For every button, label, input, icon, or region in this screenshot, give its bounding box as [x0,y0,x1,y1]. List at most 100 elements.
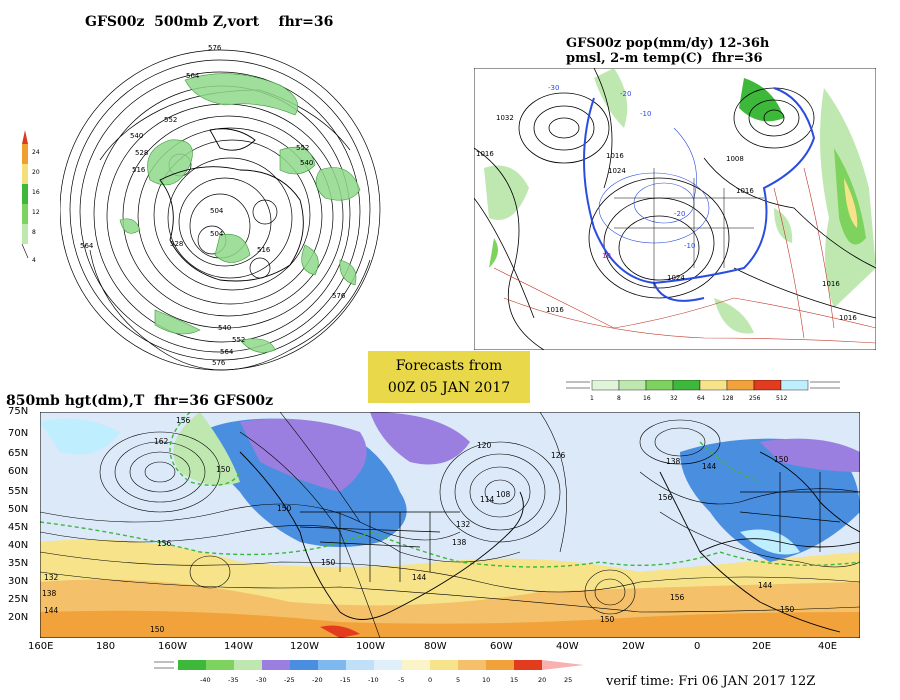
temp-legend-label: -40 [200,676,211,684]
isobar-label: 1016 [546,306,564,314]
hgt-label: 150 [600,615,615,624]
lon-label: 0 [694,641,701,652]
isobar-label: 1016 [606,152,624,160]
temp-label: 10 [602,252,611,260]
isobar-label: 1016 [839,314,857,322]
hgt-label: 150 [780,605,795,614]
hgt-label: 150 [216,465,231,474]
temp-label: -20 [674,210,685,218]
hgt-label: 132 [456,520,471,529]
polar-label: 528 [135,149,148,157]
vort-legend-label: 4 [32,257,36,264]
polar-label: 552 [164,116,177,124]
hgt-label: 150 [774,455,789,464]
lat-label: 45N [8,522,29,533]
hgt-label: 162 [154,437,169,446]
lon-label: 140W [224,641,253,652]
isobar-label: 1008 [726,155,744,163]
temp-legend-label: -30 [256,676,267,684]
precip-legend-label: 128 [722,395,734,402]
vort-legend-label: 8 [32,229,36,236]
polar-label: 564 [186,72,200,80]
hgt850-title: 850mb hgt(dm),T fhr=36 GFS00z [6,393,274,409]
polar-label: 576 [332,292,346,300]
lon-label: 80W [424,641,447,652]
hgt-label: 144 [702,462,717,471]
hgt-label: 150 [150,625,165,634]
hgt-label: 150 [277,504,292,513]
lon-label: 60W [490,641,513,652]
hgt-label: 144 [44,606,59,615]
polar-label: 576 [208,44,222,52]
isobar-label: 1024 [608,167,626,175]
lat-label: 50N [8,504,29,515]
precip-title-line1: GFS00z pop(mm/dy) 12-36h [566,36,770,51]
hgt-label: 138 [452,538,467,547]
temp-legend-label: 5 [456,676,460,684]
precip-legend-label: 512 [776,395,788,402]
vort-legend-label: 24 [32,149,40,156]
temp-legend-label: 25 [564,676,572,684]
temp-legend-label: -20 [312,676,323,684]
temp-legend-label: -10 [368,676,379,684]
temp-label: -10 [640,110,651,118]
lon-label: 40E [818,641,838,652]
polar-label: 528 [170,240,183,248]
lat-label: 20N [8,612,29,623]
lon-label: 160E [28,641,54,652]
temp-legend-label: -25 [284,676,295,684]
hgt850-map: 156 162 150 150 156 132 138 144 150 120 … [40,412,860,638]
hgt-label: 138 [42,589,57,598]
polar-label: 552 [296,144,309,152]
precip-legend-label: 32 [670,395,678,402]
polar-label: 564 [80,242,94,250]
polar-500mb-map: 576 564 552 540 528 516 504 576 564 552 … [60,44,385,375]
hgt-label: 138 [666,457,681,466]
polar-label: 540 [130,132,143,140]
banner-line2: 00Z 05 JAN 2017 [387,380,511,396]
lon-label: 20E [752,641,772,652]
banner-line1: Forecasts from [395,358,503,374]
temp-label: -20 [620,90,631,98]
polar-label: 540 [218,324,231,332]
polar-label: 564 [220,348,234,356]
precip-legend-label: 256 [749,395,761,402]
precip-legend: 1 8 16 32 64 128 256 512 [566,380,840,402]
hgt-label: 114 [480,495,495,504]
precip-legend-label: 8 [617,395,621,402]
hgt-label: 126 [551,451,566,460]
hgt-label: 108 [496,490,511,499]
polar-map-title: GFS00z 500mb Z,vort fhr=36 [85,14,334,30]
polar-label: 516 [257,246,271,254]
hgt-label: 132 [44,573,59,582]
lon-label: 120W [290,641,319,652]
lon-label: 20W [622,641,645,652]
precip-mslp-map: 1032 1016 1016 1024 1008 1016 1024 1016 … [474,68,876,350]
isobar-label: 1024 [667,274,685,282]
lon-label: 40W [556,641,579,652]
temp-legend-label: 10 [482,676,490,684]
hgt-label: 144 [758,581,773,590]
temp-legend-label: 15 [510,676,518,684]
lat-label: 70N [8,428,29,439]
hgt-label: 150 [321,558,336,567]
lat-label: 60N [8,466,29,477]
lon-label: 160W [158,641,187,652]
isobar-label: 1016 [736,187,754,195]
lat-label: 40N [8,540,29,551]
isobar-label: 1032 [496,114,514,122]
precip-legend-label: 16 [643,395,651,402]
hgt-label: 144 [412,573,427,582]
temp-label: -30 [548,84,559,92]
temperature-legend: -40 -35 -30 -25 -20 -15 -10 -5 0 5 10 15… [154,660,584,684]
isobar-label: 1016 [476,150,494,158]
hgt-label: 156 [670,593,685,602]
vort-legend-label: 12 [32,209,40,216]
lat-label: 55N [8,486,29,497]
lon-label: 100W [356,641,385,652]
polar-label: 504 [210,207,224,215]
hgt-label: 156 [658,493,673,502]
precip-legend-label: 64 [697,395,705,402]
lon-label: 180 [96,641,116,652]
hgt-label: 156 [176,416,191,425]
